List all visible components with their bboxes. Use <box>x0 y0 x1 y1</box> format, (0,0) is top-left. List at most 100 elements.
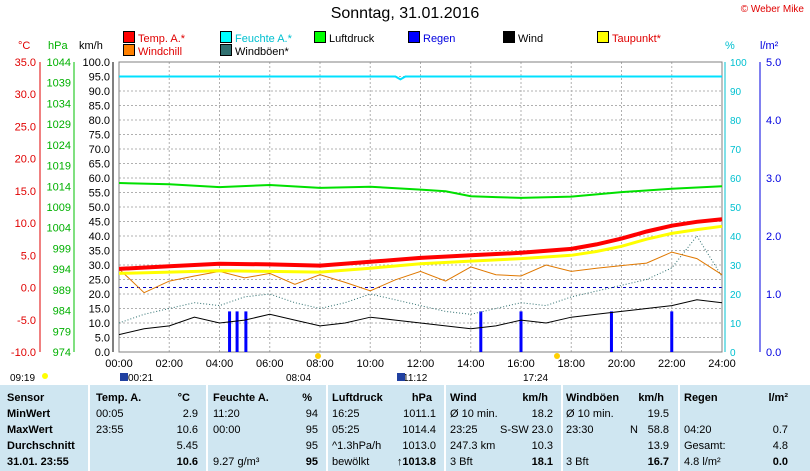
rain-value: 4.8 <box>772 440 788 452</box>
gust-value: 19.5 <box>647 408 669 420</box>
table-header: km/h <box>522 392 548 404</box>
humidity-tick-label: 10 <box>730 319 742 330</box>
table-header: Wind <box>450 392 477 404</box>
rain-time: Gesamt: <box>684 440 726 452</box>
humidity-tick-label: 70 <box>730 145 742 156</box>
rain-value: 0.0 <box>772 456 788 468</box>
humidity-tick-label: 80 <box>730 116 742 127</box>
sun-marker-icon <box>42 373 48 379</box>
wind-value: 18.2 <box>531 408 553 420</box>
x-tick-label: 24:00 <box>708 358 736 370</box>
gust-value: 58.8 <box>647 424 669 436</box>
rain-tick-label: 2.0 <box>766 231 781 243</box>
stats-table: Sensor Temp. A. °C Feuchte A.% Luftdruck hPa W… <box>0 385 810 471</box>
temp-tick-label: 20.0 <box>15 154 36 166</box>
temp-tick-label: 25.0 <box>15 121 36 133</box>
x-tick-label: 14:00 <box>457 358 485 370</box>
rain-time: 04:20 <box>684 424 712 436</box>
wind-tick-label: 35.0 <box>89 246 110 258</box>
rain-bar <box>228 311 232 352</box>
pressure-tick-label: 1039 <box>47 78 71 90</box>
wind-tick-label: 80.0 <box>89 115 110 127</box>
temperature-line <box>118 217 723 271</box>
rain-bar <box>244 311 248 352</box>
rain-tick-label: 5.0 <box>766 57 781 69</box>
x-tick-label: 04:00 <box>206 358 234 370</box>
wind-tick-label: 50.0 <box>89 202 110 214</box>
humidity-value: 94 <box>305 408 318 420</box>
humidity-tick-label: 90 <box>730 87 742 98</box>
event-label: 17:24 <box>523 373 548 384</box>
rain-time: 4.8 l/m² <box>684 456 721 468</box>
wind-tick-label: 70.0 <box>89 144 110 156</box>
wind-tick-label: 30.0 <box>89 260 110 272</box>
rain-bar <box>609 311 613 352</box>
temp-time: 00:05 <box>96 408 124 420</box>
humidity-line <box>119 75 722 81</box>
wind-tick-label: 0.0 <box>95 347 110 359</box>
wind-tick-label: 95.0 <box>89 72 110 84</box>
gust-time: 3 Bft <box>566 456 589 468</box>
pressure-tick-label: 1019 <box>47 161 71 173</box>
wind-tick-label: 20.0 <box>89 289 110 301</box>
plot-frame <box>118 61 723 353</box>
legend-swatch-gusts <box>220 44 232 56</box>
pressure-value: 1013.0 <box>402 440 436 452</box>
wind-time: Ø 10 min. <box>450 408 498 420</box>
legend-item-temp: Temp. A.* <box>123 31 185 45</box>
pressure-unit-label: hPa <box>48 40 68 52</box>
temp-tick-label: 30.0 <box>15 89 36 101</box>
humidity-tick-label: 50 <box>730 203 742 214</box>
humidity-tick-label: 20 <box>730 290 742 301</box>
pressure-value: 1014.4 <box>402 424 436 436</box>
rain-bar <box>479 311 483 352</box>
x-tick-label: 22:00 <box>658 358 686 370</box>
wind-time: 23:25 <box>450 424 478 436</box>
sun-marker-icon <box>554 353 560 359</box>
event-label: 08:04 <box>286 373 311 384</box>
gust-value: 13.9 <box>647 440 669 452</box>
temp-tick-label: 5.0 <box>21 250 36 262</box>
humidity-time: 00:00 <box>213 424 241 436</box>
humidity-value: 95 <box>305 440 318 452</box>
chart-title: Sonntag, 31.01.2016 <box>330 5 480 22</box>
pressure-tick-label: 1004 <box>47 223 71 235</box>
x-tick-label: 02:00 <box>155 358 183 370</box>
rain-tick-label: 4.0 <box>766 115 781 127</box>
humidity-time: 9.27 g/m³ <box>213 456 260 468</box>
event-label: 00:21 <box>128 373 153 384</box>
pressure-tick-label: 974 <box>53 347 71 359</box>
legend-item-pressure: Luftdruck <box>314 31 374 45</box>
temp-value: 10.6 <box>176 456 198 468</box>
temp-tick-label: 10.0 <box>15 218 36 230</box>
legend-swatch-windchill <box>123 44 135 56</box>
humidity-tick-label: 60 <box>730 174 742 185</box>
table-header: Sensor <box>7 392 45 404</box>
table-header: hPa <box>411 392 432 404</box>
temp-tick-label: -10.0 <box>11 347 36 359</box>
wind-tick-label: 25.0 <box>89 275 110 287</box>
pressure-tick-label: 1044 <box>47 57 71 69</box>
pressure-tick-label: 989 <box>53 285 71 297</box>
pressure-tick-label: 1009 <box>47 202 71 214</box>
table-header: Feuchte A. <box>213 392 269 404</box>
temp-value: 5.45 <box>176 440 198 452</box>
x-tick-label: 00:00 <box>105 358 133 370</box>
rain-value: 0.7 <box>772 424 788 436</box>
legend-swatch-humidity <box>220 31 232 43</box>
wind-time: 247.3 km <box>450 440 496 452</box>
moon-marker-icon <box>120 373 128 381</box>
temp-value: 10.6 <box>176 424 198 436</box>
legend: Temp. A.* Feuchte A.* Luftdruck Regen Wi… <box>0 0 810 60</box>
x-tick-label: 08:00 <box>306 358 334 370</box>
wind-tick-label: 10.0 <box>89 318 110 330</box>
wind-tick-label: 40.0 <box>89 231 110 243</box>
gust-time: Ø 10 min. <box>566 408 614 420</box>
pressure-value: 1011.1 <box>403 408 436 420</box>
pressure-tick-label: 984 <box>53 306 71 318</box>
legend-swatch-wind <box>503 31 515 43</box>
copyright-note: © Weber Mike <box>740 4 804 15</box>
wind-unit-label: km/h <box>79 40 103 52</box>
table-header: l/m² <box>768 392 788 404</box>
wind-tick-label: 15.0 <box>89 304 110 316</box>
